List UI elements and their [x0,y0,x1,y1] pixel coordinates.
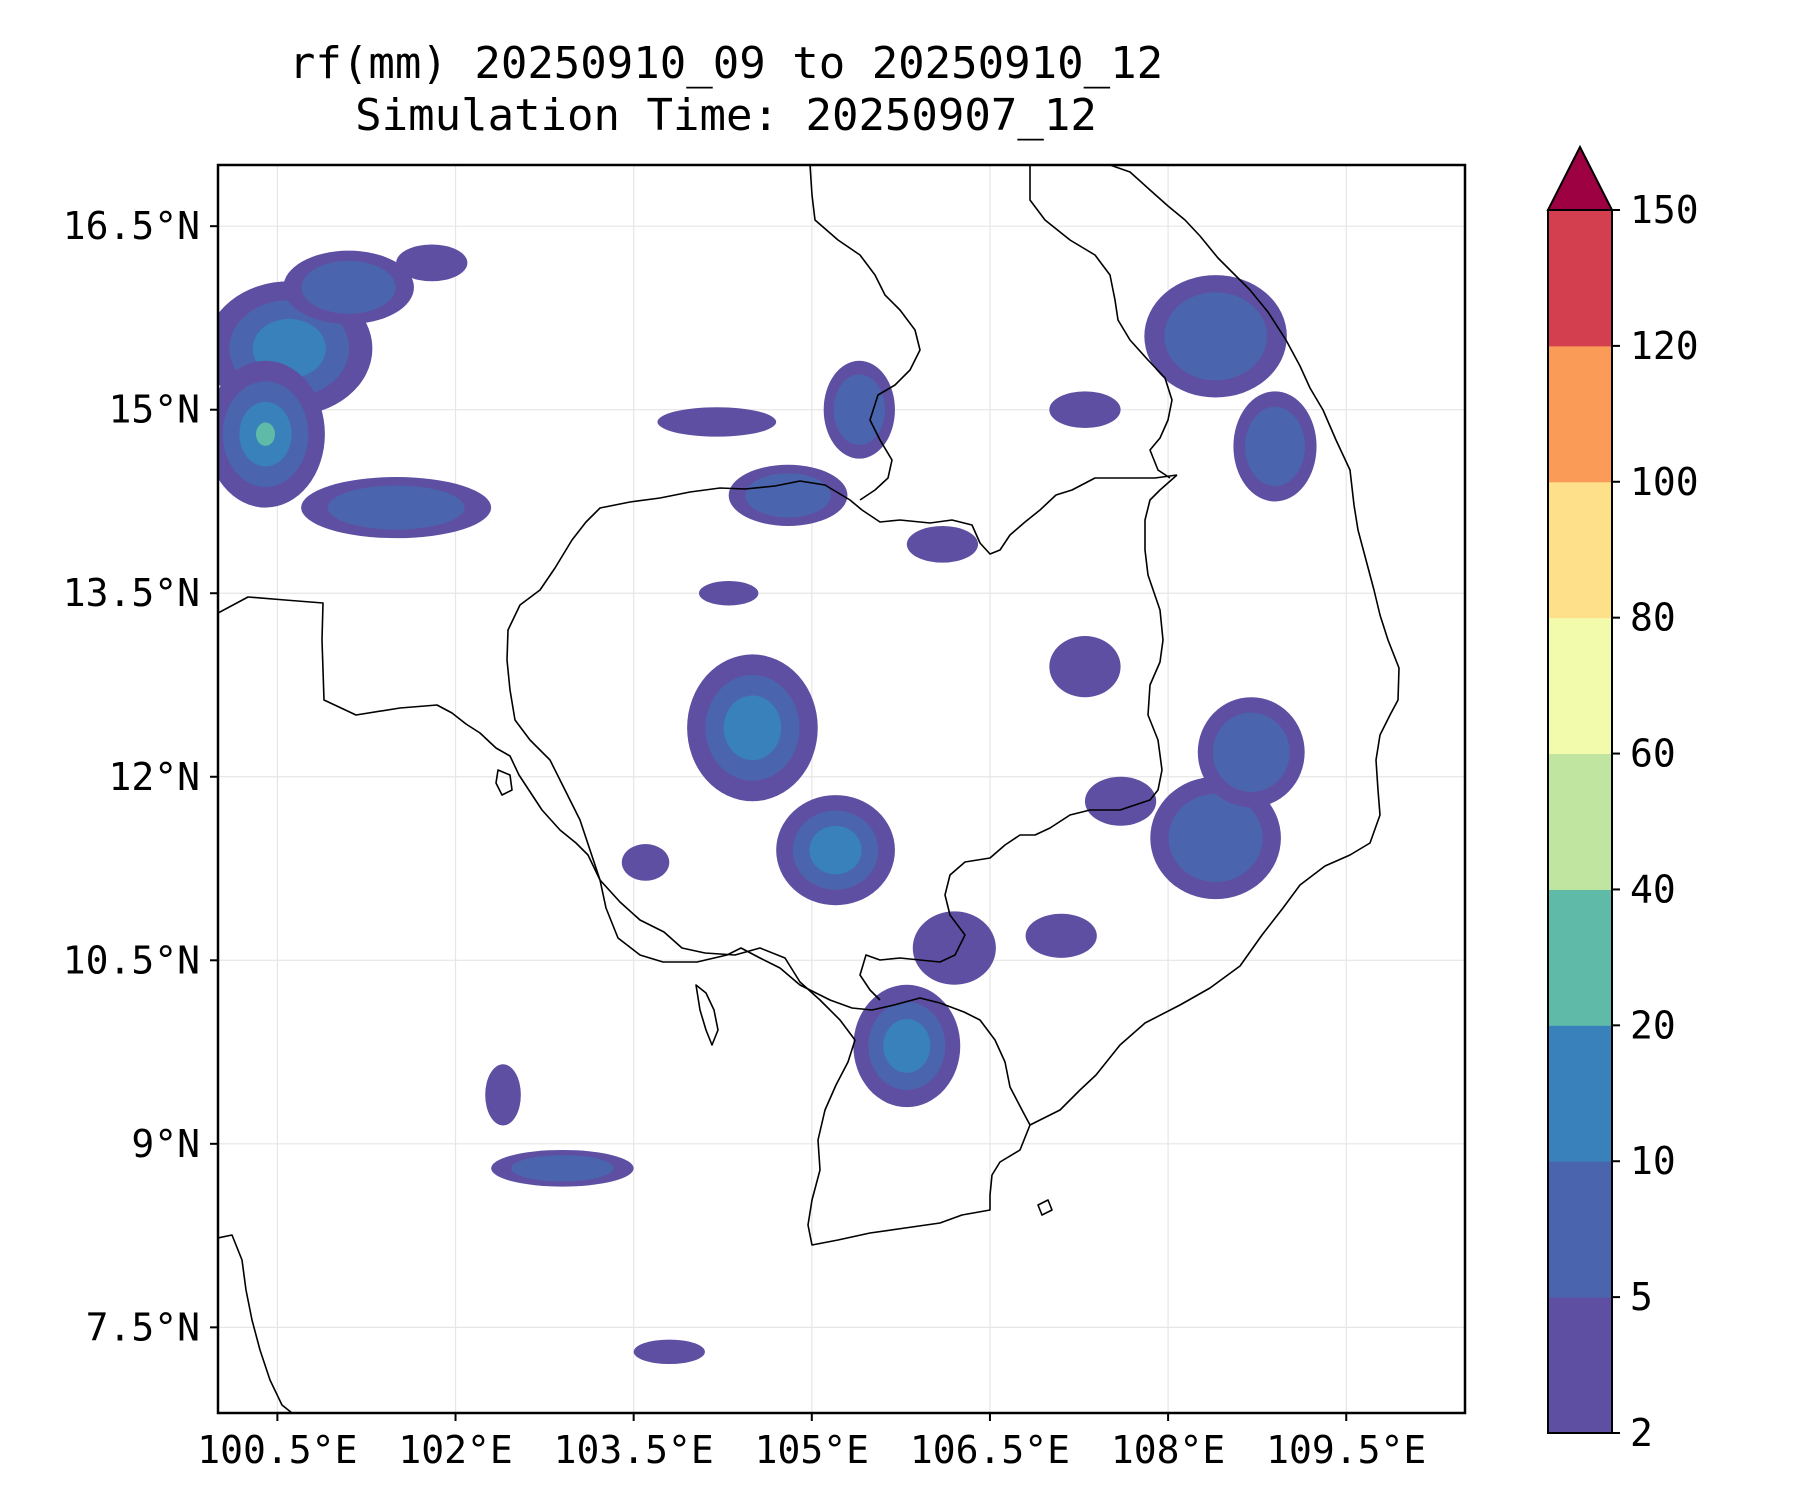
colorbar-segment [1548,617,1612,755]
rain-contour [1164,292,1267,381]
rain-contour [745,473,831,518]
rain-contour [1168,793,1263,882]
coastline-gulf-of-thailand [218,596,1031,1126]
colorbar-frame [1547,209,1613,1434]
lon-tick-label: 100.5°E [197,1428,357,1472]
rain-contour [301,260,396,314]
border-laos-cambodia [861,474,1178,555]
colorbar-extend-arrow [1546,144,1614,211]
title-line-1: rf(mm) 20250910_09 to 20250910_12 [288,38,1164,89]
rain-contour [621,844,670,881]
rain-contour [809,825,862,875]
lat-tick-label: 7.5°N [86,1305,200,1349]
colorbar-segment [1548,753,1612,890]
rain-contour [256,422,276,446]
border-laos-thailand-mekong [809,165,921,501]
colorbar-tick-label: 100 [1630,460,1699,504]
latitude-axis: 16.5°N 15°N 13.5°N 12°N 10.5°N 9°N 7.5°N [63,204,218,1349]
border-thailand-cambodia [506,480,863,1041]
rain-contour [1212,712,1290,792]
coastlines-borders [218,165,1400,1413]
colorbar-segment [1548,1161,1612,1298]
rain-contour [1084,776,1157,826]
lon-tick-label: 106.5°E [910,1428,1070,1472]
lon-tick-label: 103.5°E [554,1428,714,1472]
colorbar-tick-label: 80 [1630,596,1676,640]
colorbar-segment [1548,345,1612,483]
lon-tick-label: 109.5°E [1266,1428,1426,1472]
colorbar-tick-label: 150 [1630,188,1699,232]
rainfall-contours [218,244,1317,1365]
island-con-son [1037,1199,1053,1216]
rain-contour [723,695,782,761]
chart-title: rf(mm) 20250910_09 to 20250910_12 Simula… [0,38,1452,142]
lon-tick-label: 108°E [1111,1428,1225,1472]
rain-contour [1049,391,1121,429]
border-laos-vietnam [1029,165,1173,479]
colorbar-segment [1548,1297,1612,1434]
rain-contour [511,1155,614,1182]
rain-contour [906,525,979,563]
longitude-axis: 100.5°E 102°E 103.5°E 105°E 106.5°E 108°E 109.… [197,1413,1426,1472]
rain-contour [1245,406,1305,487]
rain-contour [833,374,885,445]
colorbar-tick-label: 120 [1630,324,1699,368]
colorbar-tick-label: 10 [1630,1139,1676,1183]
lat-tick-label: 9°N [131,1122,200,1166]
rain-contour [657,407,777,437]
lon-tick-label: 102°E [398,1428,512,1472]
colorbar: 2 5 10 20 40 60 80 100 120 150 [1546,144,1699,1455]
lat-tick-label: 10.5°N [63,938,200,982]
rain-contour [396,244,468,282]
coastline-mekong-delta [807,1039,1031,1246]
rain-contour [1025,913,1097,958]
island-phu-quoc [695,984,719,1046]
lon-tick-label: 105°E [755,1428,869,1472]
rain-contour [327,485,465,530]
colorbar-segment [1548,889,1612,1026]
rain-contour [1049,636,1121,698]
map-frame [216,163,1467,1415]
colorbar-segment [1548,481,1612,619]
colorbar-tick-label: 20 [1630,1003,1676,1047]
rain-contour [485,1064,521,1126]
rain-contour [633,1339,705,1365]
lat-tick-label: 13.5°N [63,571,200,615]
lat-tick-label: 16.5°N [63,204,200,248]
colorbar-segment [1548,210,1612,347]
border-cambodia-vietnam [859,474,1178,1001]
lat-tick-label: 12°N [108,755,200,799]
colorbar-tick-label: 60 [1630,732,1676,776]
colorbar-tick-label: 5 [1630,1275,1653,1319]
colorbar-tick-label: 2 [1630,1411,1653,1455]
rain-contour [698,581,759,606]
coastline-vietnam-east [1029,165,1400,1126]
colorbar-segment [1548,1025,1612,1162]
colorbar-tick-label: 40 [1630,867,1676,911]
rain-contour [912,911,996,985]
title-line-2: Simulation Time: 20250907_12 [355,90,1097,141]
island-kut [495,769,513,796]
lat-tick-label: 15°N [108,388,200,432]
coastline-malay-peninsula [218,1234,293,1413]
rain-contour [883,1019,931,1073]
